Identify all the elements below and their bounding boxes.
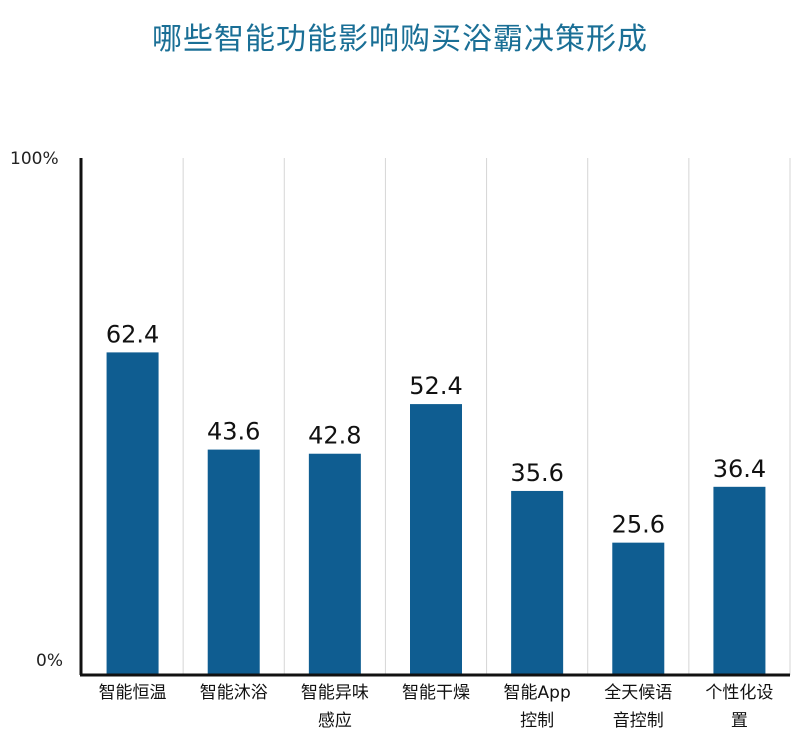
value-label: 35.6 [510,459,563,487]
bar [207,449,260,675]
bar [106,352,159,675]
value-labels: 62.4 43.6 42.8 52.4 35.6 25.6 36.4 [106,320,766,538]
y-tick-label-0: 0% [36,651,63,671]
grid-lines [182,158,791,675]
value-label: 42.8 [308,422,361,450]
category-label: 个性化设 [705,683,773,703]
axes: 100% 0% [10,149,790,677]
category-label: 智能异味 [301,683,369,703]
bar [511,490,564,675]
category-label: 控制 [520,711,554,731]
category-label: 音控制 [613,711,664,731]
value-label: 52.4 [409,372,462,400]
bar [308,453,361,675]
category-label: 智能沐浴 [200,683,268,703]
value-label: 36.4 [713,455,766,483]
bar [713,486,766,675]
category-label: 全天候语 [604,683,672,703]
bars [106,352,766,675]
bar [410,404,462,675]
value-label: 25.6 [612,511,665,539]
category-label: 感应 [318,711,352,731]
category-label: 智能干燥 [402,683,470,703]
y-tick-label-100: 100% [10,149,59,169]
category-label: 置 [731,711,748,731]
value-label: 62.4 [106,320,159,348]
value-label: 43.6 [207,418,260,446]
bar [612,542,665,675]
category-label: 智能恒温 [99,683,167,703]
chart-title: 哪些智能功能影响购买浴霸决策形成 [152,22,648,57]
category-label: 智能App [504,683,571,703]
